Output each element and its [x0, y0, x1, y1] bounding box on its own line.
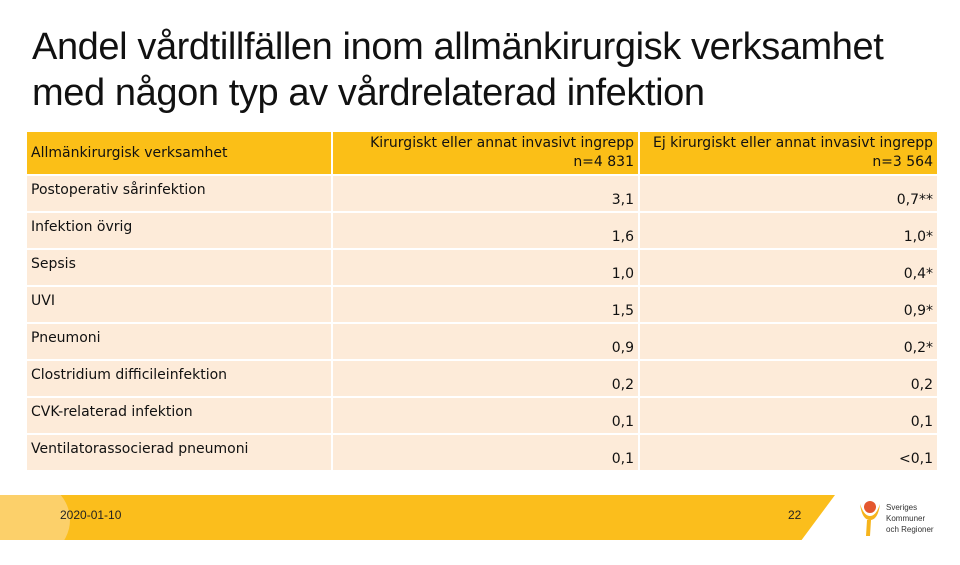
row-label: Ventilatorassocierad pneumoni: [27, 435, 331, 470]
table-row: Pneumoni 0,9 0,2*: [27, 324, 937, 359]
row-value: 0,4*: [640, 250, 937, 285]
table-row: Postoperativ sårinfektion 3,1 0,7**: [27, 176, 937, 211]
page-number: 22: [788, 508, 802, 522]
row-value: 3,1: [333, 176, 638, 211]
row-value: 0,7**: [640, 176, 937, 211]
row-label: Pneumoni: [27, 324, 331, 359]
footer-date: 2020-01-10: [60, 508, 122, 522]
header-cell: Allmänkirurgisk verksamhet: [27, 132, 331, 174]
row-value: 0,2: [333, 361, 638, 396]
data-table: Allmänkirurgisk verksamhet Kirurgiskt el…: [25, 130, 939, 472]
row-label: UVI: [27, 287, 331, 322]
row-value: 0,1: [640, 398, 937, 433]
logo-figure-icon: [860, 501, 880, 536]
row-value: 0,1: [333, 435, 638, 470]
table-row: UVI 1,5 0,9*: [27, 287, 937, 322]
row-value: 1,0*: [640, 213, 937, 248]
row-value: 0,9: [333, 324, 638, 359]
footer-band: [0, 495, 835, 540]
row-label: Clostridium difficileinfektion: [27, 361, 331, 396]
row-label: Infektion övrig: [27, 213, 331, 248]
table-header-row: Allmänkirurgisk verksamhet Kirurgiskt el…: [27, 132, 937, 174]
header-cell: Kirurgiskt eller annat invasivt ingrepp …: [333, 132, 638, 174]
row-value: 0,2: [640, 361, 937, 396]
row-label: Sepsis: [27, 250, 331, 285]
table-row: Ventilatorassocierad pneumoni 0,1 <0,1: [27, 435, 937, 470]
row-value: 0,2*: [640, 324, 937, 359]
row-value: 0,1: [333, 398, 638, 433]
row-value: 0,9*: [640, 287, 937, 322]
slide-content: Andel vårdtillfällen inom allmänkirurgis…: [0, 24, 960, 472]
skr-logo: Sveriges Kommuner och Regioner: [856, 498, 956, 538]
row-value: 1,5: [333, 287, 638, 322]
slide-title: Andel vårdtillfällen inom allmänkirurgis…: [32, 26, 884, 114]
table-row: CVK-relaterad infektion 0,1 0,1: [27, 398, 937, 433]
row-value: <0,1: [640, 435, 937, 470]
row-value: 1,0: [333, 250, 638, 285]
header-cell: Ej kirurgiskt eller annat invasivt ingre…: [640, 132, 937, 174]
table-row: Sepsis 1,0 0,4*: [27, 250, 937, 285]
row-label: Postoperativ sårinfektion: [27, 176, 331, 211]
table-row: Clostridium difficileinfektion 0,2 0,2: [27, 361, 937, 396]
row-label: CVK-relaterad infektion: [27, 398, 331, 433]
table-row: Infektion övrig 1,6 1,0*: [27, 213, 937, 248]
row-value: 1,6: [333, 213, 638, 248]
